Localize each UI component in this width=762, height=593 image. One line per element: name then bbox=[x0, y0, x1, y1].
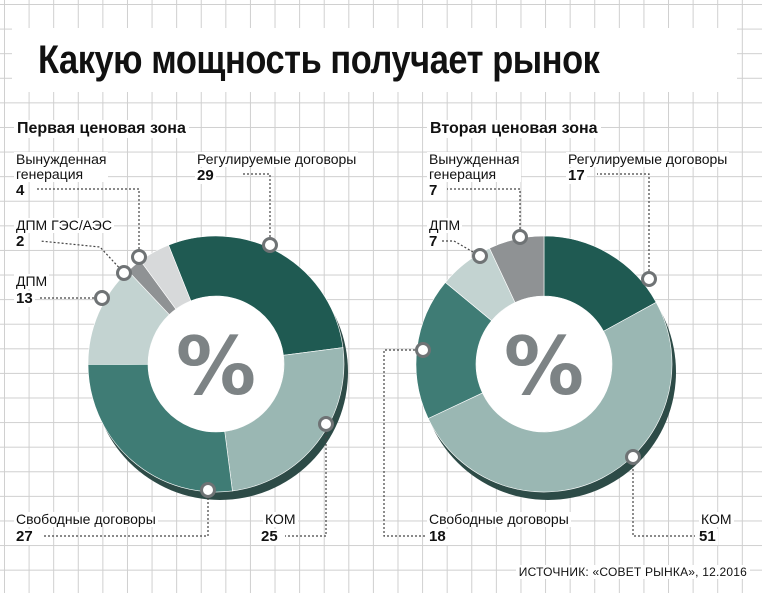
chart-1-label-dpm-ges-aes: ДПМ ГЭС/АЭС bbox=[14, 217, 114, 233]
chart-2-leader-2 bbox=[632, 457, 695, 537]
chart-2-marker-3 bbox=[415, 342, 431, 358]
chart-2-label-forced-generation: Вынужденная генерация bbox=[427, 151, 522, 182]
chart-2-label-dpm: ДПМ bbox=[427, 217, 463, 233]
chart-1-label-free: Свободные договоры bbox=[14, 511, 158, 527]
label-line-1: Вынужденная bbox=[429, 151, 520, 167]
chart-2-leader-3 bbox=[383, 349, 448, 537]
chart-1-leader-2 bbox=[285, 424, 327, 537]
chart-1-marker-4 bbox=[94, 290, 110, 306]
chart-1-leader-5 bbox=[39, 240, 125, 274]
page-title-text: Какую мощность получает рынок bbox=[38, 38, 600, 82]
label-line-2: генерация bbox=[429, 166, 497, 182]
chart-1-marker-3 bbox=[200, 482, 216, 498]
chart-1-label-forced-generation: Вынужденная генерация bbox=[14, 151, 109, 182]
source-note: ИСТОЧНИК: «СОВЕТ РЫНКА», 12.2016 bbox=[515, 565, 750, 579]
chart-2-label-free: Свободные договоры bbox=[427, 511, 571, 527]
chart-1-value-kom: 25 bbox=[259, 528, 280, 545]
chart-1-value-regulated: 29 bbox=[195, 167, 216, 184]
chart-2-leader-1 bbox=[597, 173, 650, 279]
chart-2-marker-1 bbox=[641, 271, 657, 287]
chart-1-leader-3 bbox=[42, 490, 209, 537]
chart-2-marker-5 bbox=[512, 229, 528, 245]
chart-1-leader-1 bbox=[242, 173, 271, 245]
chart-2-marker-4 bbox=[472, 248, 488, 264]
chart-1-value-forced-generation: 4 bbox=[14, 182, 27, 199]
chart-1-value-dpm-ges-aes: 2 bbox=[14, 233, 27, 250]
chart-2-label-kom: КОМ bbox=[699, 511, 734, 527]
chart-2-title: Вторая ценовая зона bbox=[427, 120, 601, 138]
chart-2-label-regulated: Регулируемые договоры bbox=[566, 151, 730, 167]
page-title: Какую мощность получает рынок bbox=[12, 28, 737, 92]
chart-1-marker-1 bbox=[262, 237, 278, 253]
chart-1-marker-5 bbox=[116, 265, 132, 281]
chart-1-title: Первая ценовая зона bbox=[14, 120, 189, 138]
chart-1-label-kom: КОМ bbox=[263, 511, 298, 527]
chart-2-percent-sign: % bbox=[504, 320, 584, 413]
chart-1-hole bbox=[148, 296, 284, 432]
chart-1-leader-6 bbox=[35, 188, 140, 257]
chart-1-marker-2 bbox=[318, 416, 334, 432]
label-line-2: генерация bbox=[16, 166, 84, 182]
chart-2-value-dpm: 7 bbox=[427, 233, 440, 250]
chart-2-value-kom: 51 bbox=[697, 528, 718, 545]
chart-2-value-forced-generation: 7 bbox=[427, 182, 440, 199]
chart-1-marker-6 bbox=[131, 249, 147, 265]
chart-1-value-dpm: 13 bbox=[14, 290, 35, 307]
chart-2-value-regulated: 17 bbox=[566, 167, 587, 184]
chart-1-value-free: 27 bbox=[14, 528, 35, 545]
chart-2-value-free: 18 bbox=[427, 528, 448, 545]
chart-1-label-dpm: ДПМ bbox=[14, 273, 50, 289]
chart-2-hole bbox=[476, 296, 612, 432]
chart-1-label-regulated: Регулируемые договоры bbox=[195, 151, 359, 167]
chart-1-percent-sign: % bbox=[176, 320, 256, 413]
chart-2-leader-5 bbox=[447, 188, 521, 237]
label-line-1: Вынужденная bbox=[16, 151, 107, 167]
chart-2-marker-2 bbox=[625, 449, 641, 465]
